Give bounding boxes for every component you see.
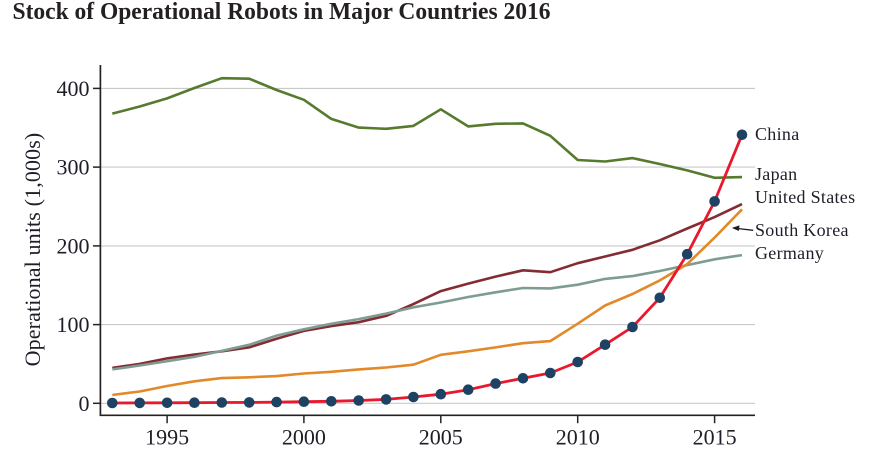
- svg-text:2015: 2015: [693, 425, 737, 450]
- svg-text:Stock of Operational Robots in: Stock of Operational Robots in Major Cou…: [13, 0, 551, 25]
- svg-text:400: 400: [57, 76, 90, 101]
- svg-text:Germany: Germany: [755, 243, 824, 263]
- svg-text:0: 0: [79, 391, 90, 416]
- svg-text:United States: United States: [755, 187, 855, 207]
- svg-text:Japan: Japan: [755, 164, 797, 184]
- svg-text:2005: 2005: [419, 425, 463, 450]
- svg-text:1995: 1995: [145, 425, 189, 450]
- svg-text:Operational units (1,000s): Operational units (1,000s): [20, 133, 45, 367]
- svg-text:China: China: [755, 124, 800, 144]
- svg-text:2010: 2010: [556, 425, 600, 450]
- svg-text:2000: 2000: [282, 425, 326, 450]
- svg-text:100: 100: [57, 312, 90, 337]
- svg-text:300: 300: [57, 155, 90, 180]
- svg-text:200: 200: [57, 233, 90, 258]
- svg-text:South Korea: South Korea: [755, 220, 849, 240]
